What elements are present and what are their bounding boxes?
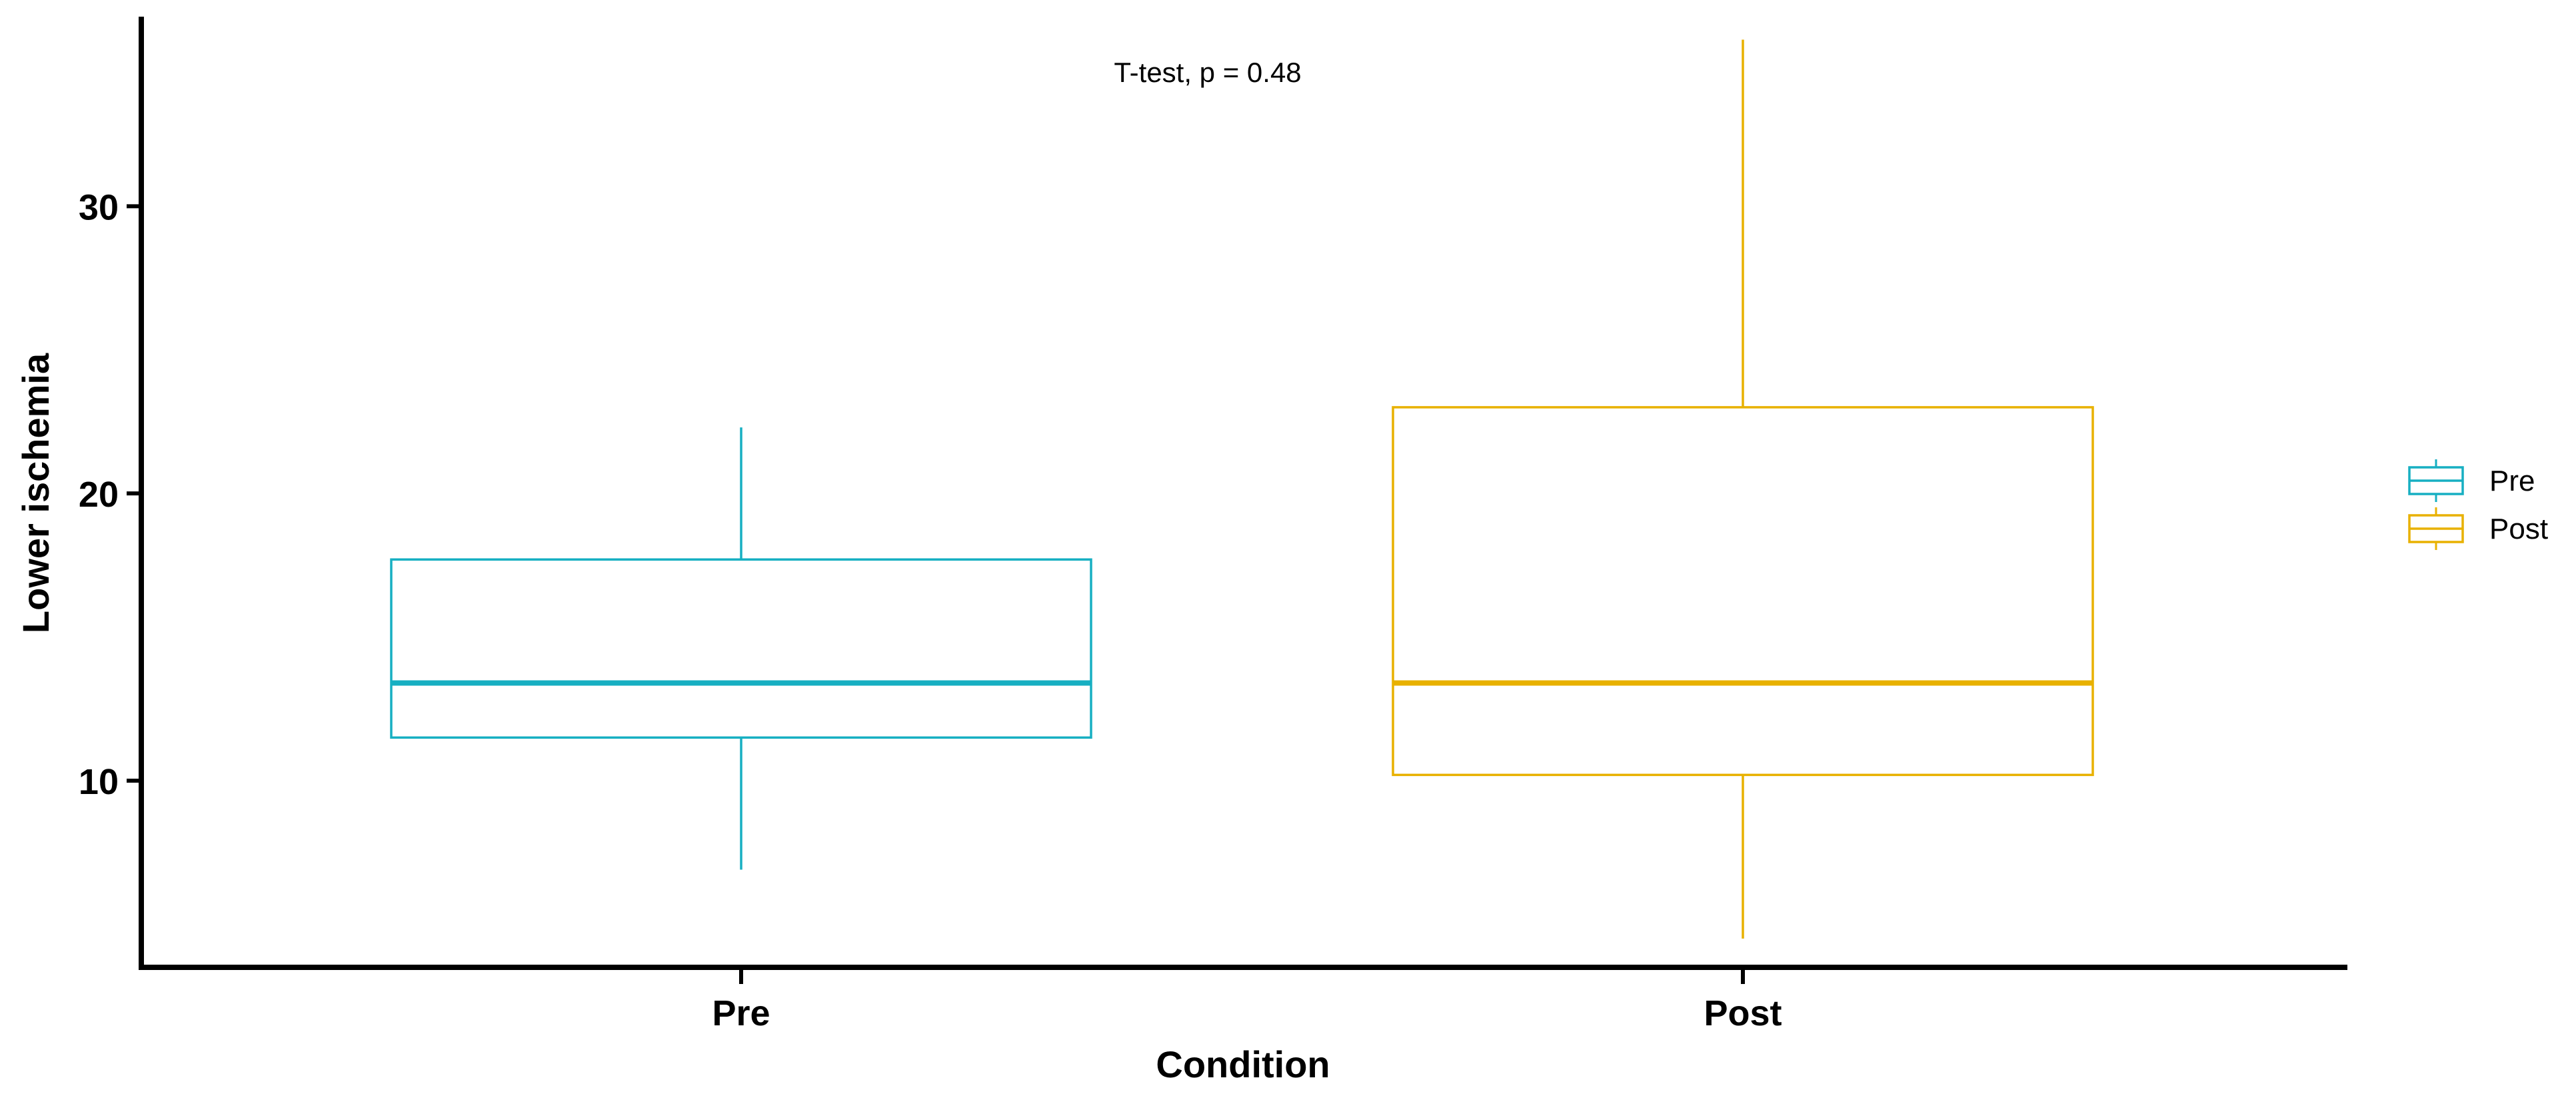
y-tick-label: 30: [79, 187, 119, 227]
y-axis-title: Lower ischemia: [15, 353, 57, 633]
box-series: [390, 39, 2094, 939]
legend-label: Post: [2489, 513, 2548, 545]
t-test-annotation: T-test, p = 0.48: [1114, 57, 1301, 88]
x-tick-label: Post: [1704, 993, 1782, 1033]
iqr-box: [1392, 406, 2094, 777]
legend: Pre Post: [2408, 459, 2548, 550]
iqr-box: [390, 558, 1092, 739]
axes: [139, 17, 2347, 970]
y-tick-label: 10: [79, 762, 119, 802]
box-post: [1392, 39, 2094, 939]
x-axis-title: Condition: [1156, 1043, 1330, 1085]
legend-item-pre: Pre: [2408, 459, 2535, 502]
legend-label: Pre: [2489, 465, 2535, 497]
x-tick-label: Pre: [712, 993, 770, 1033]
box-pre: [390, 427, 1092, 870]
y-ticks: 10 20 30: [79, 187, 141, 802]
legend-item-post: Post: [2408, 507, 2548, 550]
x-ticks: Pre Post: [712, 969, 1782, 1033]
y-tick-label: 20: [79, 475, 119, 515]
